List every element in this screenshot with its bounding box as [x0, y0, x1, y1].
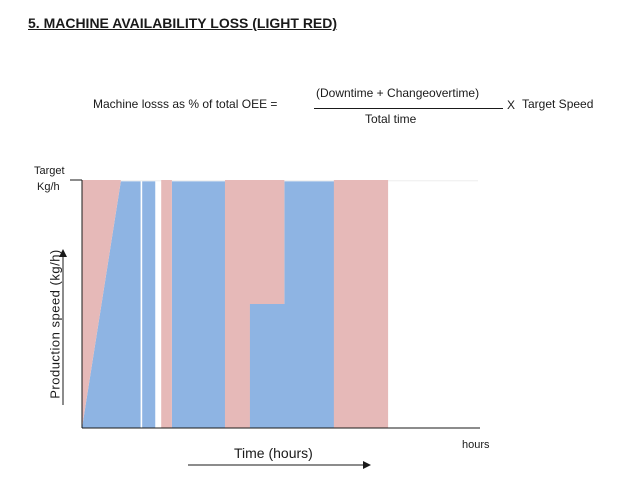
- target-unit-label: Kg/h: [37, 181, 60, 193]
- x-axis-label: Time (hours): [234, 445, 313, 461]
- formula-operator: X: [507, 98, 516, 112]
- production-segment: [82, 181, 141, 428]
- production-segment: [142, 181, 156, 428]
- availability-loss-segment: [333, 180, 389, 428]
- production-segment: [249, 181, 338, 428]
- formula-rhs: Target Speed: [522, 97, 594, 111]
- availability-loss-segment: [224, 180, 285, 428]
- x-unit-label: hours: [462, 439, 490, 451]
- formula-denominator: Total time: [365, 112, 417, 126]
- plot-area: [82, 180, 478, 428]
- fraction-bar: [314, 108, 503, 109]
- formula-lhs: Machine losss as % of total OEE =: [93, 97, 278, 111]
- availability-loss-segment: [161, 180, 172, 428]
- availability-loss-segment: [82, 180, 121, 428]
- target-label: Target: [34, 165, 65, 177]
- page-title: 5. MACHINE AVAILABILITY LOSS (LIGHT RED): [28, 15, 338, 31]
- formula-numerator: (Downtime + Changeovertime): [316, 86, 480, 100]
